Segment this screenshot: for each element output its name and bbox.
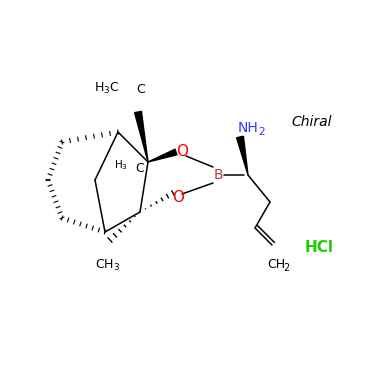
Text: CH: CH <box>267 258 285 271</box>
Text: 2: 2 <box>258 127 264 137</box>
Text: $\mathregular{CH_3}$: $\mathregular{CH_3}$ <box>95 258 120 273</box>
Text: Chiral: Chiral <box>291 115 332 128</box>
Polygon shape <box>237 136 248 175</box>
Text: B: B <box>213 168 223 182</box>
Text: O: O <box>172 190 184 206</box>
Polygon shape <box>135 111 148 162</box>
Text: HCl: HCl <box>305 239 334 255</box>
Text: C: C <box>136 83 145 96</box>
Text: $\mathregular{2}$: $\mathregular{2}$ <box>283 261 290 273</box>
Polygon shape <box>148 149 177 162</box>
Text: C: C <box>135 162 144 174</box>
Text: $\mathregular{H_3}$: $\mathregular{H_3}$ <box>114 158 128 172</box>
Text: NH: NH <box>238 121 259 135</box>
Text: O: O <box>176 144 188 160</box>
Text: $\mathregular{H_3C}$: $\mathregular{H_3C}$ <box>95 81 120 96</box>
